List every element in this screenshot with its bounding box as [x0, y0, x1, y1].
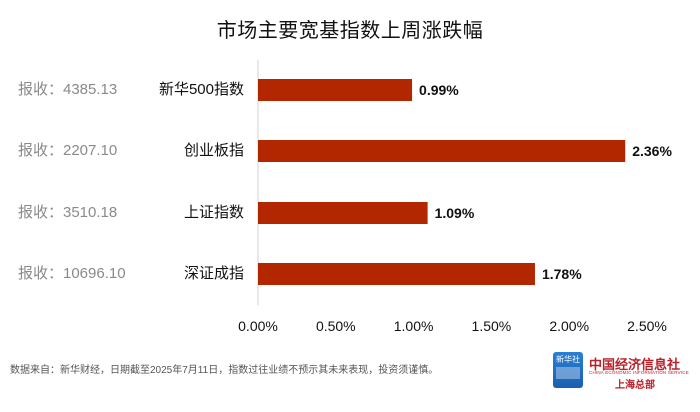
data-label: 1.78% [542, 266, 582, 282]
brand-subtitle: CHINA ECONOMIC INFORMATION SERVICE [589, 370, 689, 375]
brand-name: 中国经济信息社 [589, 358, 681, 373]
footer-note: 数据来自：新华财经，日期截至2025年7月11日，指数过往业绩不预示其未来表现，… [10, 365, 439, 376]
chart-title: 市场主要宽基指数上周涨跌幅 [216, 20, 484, 42]
data-label: 0.99% [419, 82, 459, 98]
brand-region: 上海总部 [615, 380, 655, 391]
bar [258, 263, 535, 285]
category-label: 新华500指数 [158, 81, 244, 98]
category-label: 深证成指 [183, 265, 244, 282]
x-tick-label: 0.50% [316, 318, 356, 334]
x-tick-label: 1.50% [472, 318, 512, 334]
bar [258, 140, 626, 162]
close-value-label: 报收：10696.10 [18, 265, 126, 282]
close-value-label: 报收：2207.10 [18, 142, 118, 159]
x-tick-label: 2.00% [549, 318, 589, 334]
data-label: 1.09% [435, 205, 475, 221]
logo-text: 新华社 [556, 355, 580, 364]
data-label: 2.36% [632, 143, 672, 159]
close-value-label: 报收：4385.13 [18, 81, 118, 98]
x-tick-label: 0.00% [238, 318, 278, 334]
category-label: 上证指数 [183, 204, 244, 221]
bar [258, 79, 413, 101]
xinhua-logo-icon: 新华社 [553, 352, 583, 388]
x-tick-label: 2.50% [627, 318, 667, 334]
close-value-label: 报收：3510.18 [18, 204, 118, 221]
brand-logo: 新华社 中国经济信息社 CHINA ECONOMIC INFORMATION S… [553, 352, 693, 392]
category-label: 创业板指 [183, 142, 244, 159]
bar-chart: 0.99% 2.36% 1.09% 1.78% 0.00% 0.50% 1.00% 1.50%… [238, 60, 672, 334]
x-tick-label: 1.00% [394, 318, 434, 334]
bar [258, 202, 428, 224]
